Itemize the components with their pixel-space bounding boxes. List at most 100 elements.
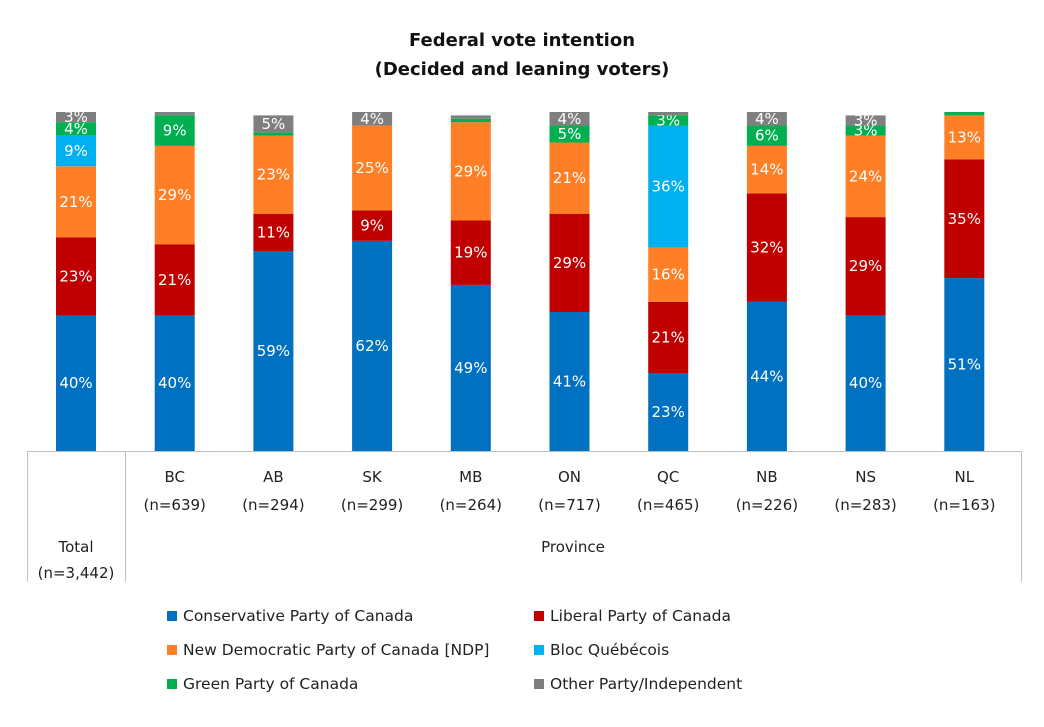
category-label: ON	[558, 468, 581, 486]
data-label: 23%	[257, 166, 290, 184]
bar-segment	[154, 115, 195, 146]
data-label: 29%	[553, 254, 586, 272]
category-sample-size: (n=717)	[538, 496, 600, 514]
data-label: 4%	[64, 120, 88, 138]
legend-swatch	[167, 679, 177, 689]
data-label: 3%	[854, 111, 878, 129]
legend-row: New Democratic Party of Canada [NDP] Bloc…	[167, 638, 807, 672]
bar-segment	[154, 112, 195, 116]
chart-subtitle: (Decided and leaning voters)	[374, 59, 670, 80]
data-label: 19%	[454, 244, 487, 262]
bar-segment	[154, 244, 195, 316]
data-label: 11%	[257, 223, 290, 241]
data-label: 29%	[454, 162, 487, 180]
data-label: 9%	[360, 217, 384, 235]
data-label: 35%	[948, 210, 981, 228]
bar-segment	[845, 315, 886, 451]
bar-segment	[648, 115, 689, 126]
bar-segment	[450, 220, 491, 285]
category-label: BC	[164, 468, 185, 486]
legend-row: Conservative Party of Canada Liberal Part…	[167, 604, 807, 638]
data-label: 23%	[59, 267, 92, 285]
legend-item: New Democratic Party of Canada [NDP]	[167, 638, 489, 662]
legend-row: Green Party of Canada Other Party/Indepen…	[167, 672, 807, 706]
category-sample-size: (n=226)	[736, 496, 798, 514]
bar-segment	[845, 135, 886, 218]
legend-swatch	[167, 645, 177, 655]
x-axis-label: Province	[541, 538, 605, 556]
data-label: 13%	[948, 128, 981, 146]
data-label: 40%	[158, 374, 191, 392]
legend-label: Bloc Québécois	[550, 641, 670, 659]
data-label: 62%	[355, 337, 388, 355]
legend-swatch	[534, 611, 544, 621]
category-label: MB	[459, 468, 482, 486]
data-label: 14%	[750, 161, 783, 179]
data-label: 25%	[355, 159, 388, 177]
bar-segment	[253, 213, 294, 251]
category-sample-size: (n=264)	[440, 496, 502, 514]
legend-item: Bloc Québécois	[534, 638, 669, 662]
category-sample-size: (n=639)	[143, 496, 205, 514]
stacked-bar-chart: 40%23%21%9%4%3%40%21%29%9%59%11%23%5%62%…	[27, 108, 1022, 582]
category-label: QC	[657, 468, 679, 486]
bar-segment	[352, 112, 393, 126]
legend-item: Green Party of Canada	[167, 672, 358, 696]
data-label: 40%	[849, 374, 882, 392]
data-label: 41%	[553, 373, 586, 391]
data-label: 6%	[755, 127, 779, 145]
bar-segment	[746, 112, 787, 126]
legend-item: Conservative Party of Canada	[167, 604, 413, 628]
bar-segment	[154, 315, 195, 451]
data-label: 4%	[755, 110, 779, 128]
bar-segment	[450, 122, 491, 221]
legend-label: Conservative Party of Canada	[183, 607, 414, 625]
bar-segment	[549, 125, 590, 143]
legend-label: Other Party/Independent	[550, 675, 743, 693]
legend-item: Liberal Party of Canada	[534, 604, 731, 628]
data-label: 40%	[59, 374, 92, 392]
data-label: 21%	[553, 169, 586, 187]
bar-segment	[253, 250, 294, 451]
data-label: 49%	[454, 359, 487, 377]
bar-segment	[549, 112, 590, 126]
bar-segment	[450, 284, 491, 451]
data-label: 29%	[158, 186, 191, 204]
legend-swatch	[534, 645, 544, 655]
category-sample-size: (n=299)	[341, 496, 403, 514]
category-sample-size: (n=283)	[834, 496, 896, 514]
bar-segment	[648, 125, 689, 248]
chart-title-block: Federal vote intention (Decided and lean…	[0, 26, 1044, 84]
bar-segment	[253, 135, 294, 214]
data-label: 24%	[849, 167, 882, 185]
bar-segment	[549, 312, 590, 451]
data-label: 16%	[652, 266, 685, 284]
bar-segment	[845, 115, 886, 126]
bar-segment	[944, 115, 985, 160]
data-label: 44%	[750, 367, 783, 385]
category-label: NB	[756, 468, 778, 486]
bar-segment	[944, 112, 985, 116]
category-label: Total	[57, 538, 93, 556]
category-sample-size: (n=294)	[242, 496, 304, 514]
bar-segment	[352, 125, 393, 211]
data-label: 29%	[849, 257, 882, 275]
bar-segment	[352, 240, 393, 451]
legend-swatch	[534, 679, 544, 689]
data-label: 3%	[854, 122, 878, 140]
data-label: 21%	[652, 328, 685, 346]
data-label: 9%	[163, 122, 187, 140]
data-label: 21%	[59, 193, 92, 211]
legend-label: Liberal Party of Canada	[550, 607, 731, 625]
bar-segment	[352, 210, 393, 241]
data-label: 3%	[64, 108, 88, 126]
data-label: 5%	[558, 125, 582, 143]
bar-segment	[549, 213, 590, 313]
bar-segment	[450, 118, 491, 123]
category-label: NS	[855, 468, 876, 486]
bar-segment	[845, 125, 886, 136]
chart-title: Federal vote intention	[408, 30, 636, 51]
bar-segment	[56, 166, 96, 238]
category-label: SK	[362, 468, 383, 486]
bar-segment	[450, 115, 491, 119]
